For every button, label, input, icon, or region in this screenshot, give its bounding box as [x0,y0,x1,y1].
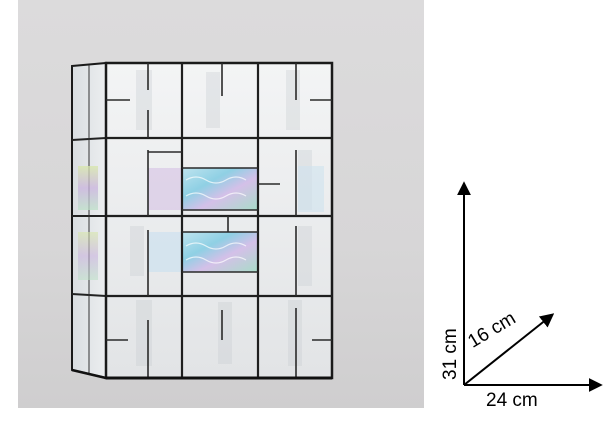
stained-glass-lamp-illustration [71,61,334,380]
caption-strip [18,408,424,416]
depth-arrow [463,313,555,386]
product-photo [18,0,424,408]
height-label: 31 cm [440,328,461,380]
dimension-diagram: 31 cm 16 cm 24 cm [430,160,609,416]
dimension-arrows [457,181,603,392]
width-label: 24 cm [486,390,538,411]
